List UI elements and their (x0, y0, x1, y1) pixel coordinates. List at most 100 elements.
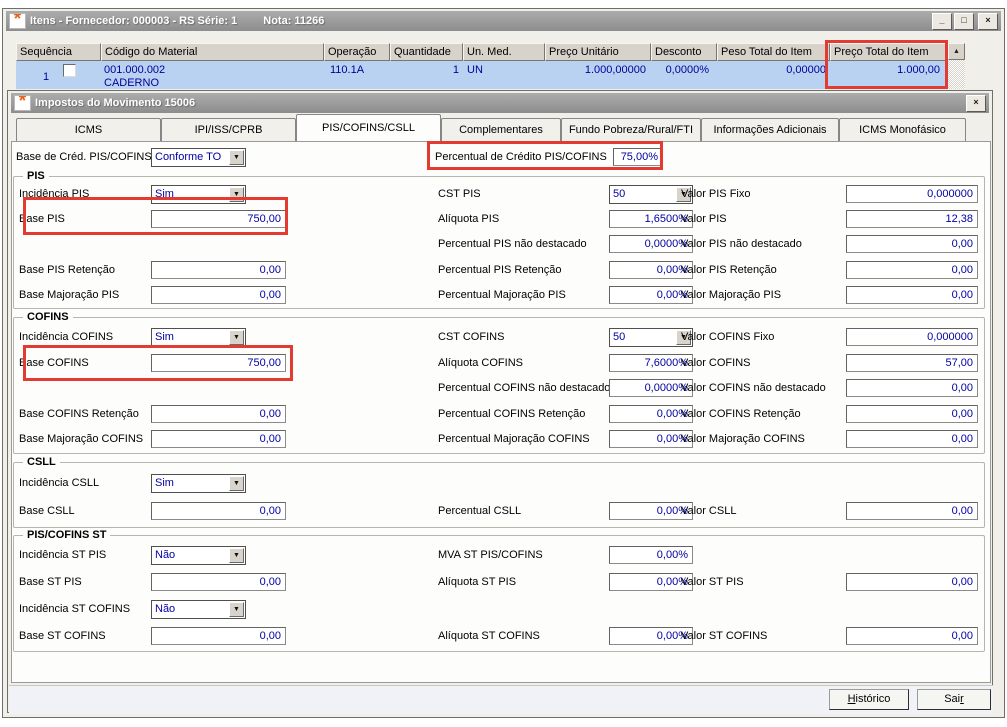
perc-cofins-retencao-field[interactable]: 0,00% (609, 405, 693, 423)
sair-button[interactable]: Sair (917, 689, 991, 710)
valor-cofins-retencao-field[interactable]: 0,00 (846, 405, 978, 423)
perc-cofins-nao-destacado-field[interactable]: 0,0000% (609, 379, 693, 397)
base-cred-combo[interactable]: Conforme TO ▼ (151, 148, 246, 167)
perc-majoracao-pis-field[interactable]: 0,00% (609, 286, 693, 304)
base-st-pis-field[interactable]: 0,00 (151, 573, 286, 591)
cst-pis-combo[interactable]: 50 ▼ (609, 185, 693, 204)
valor-st-pis-field[interactable]: 0,00 (846, 573, 978, 591)
valor-pis-retencao-field[interactable]: 0,00 (846, 261, 978, 279)
column-header-operacao[interactable]: Operação (324, 43, 390, 61)
valor-majoracao-pis-field[interactable]: 0,00 (846, 286, 978, 304)
column-header-quantidade[interactable]: Quantidade (390, 43, 463, 61)
itens-titlebar[interactable]: * Itens - Fornecedor: 000003 - RS Série:… (6, 11, 1001, 31)
tab-ipi-iss-cprb[interactable]: IPI/ISS/CPRB (161, 118, 296, 141)
valor-cofins-fixo-label: Valor COFINS Fixo (681, 331, 775, 343)
aliquota-cofins-field[interactable]: 7,6000% (609, 354, 693, 372)
tab-icms[interactable]: ICMS (16, 118, 161, 141)
base-majoracao-cofins-field[interactable]: 0,00 (151, 430, 286, 448)
valor-pis-retencao-label: Valor PIS Retenção (681, 264, 777, 276)
valor-pis-fixo-field[interactable]: 0,000000 (846, 185, 978, 203)
valor-majoracao-cofins-field[interactable]: 0,00 (846, 430, 978, 448)
highlight-box-preco-total (825, 40, 948, 89)
perc-pis-retencao-field[interactable]: 0,00% (609, 261, 693, 279)
perc-majoracao-cofins-field[interactable]: 0,00% (609, 430, 693, 448)
valor-csll-field[interactable]: 0,00 (846, 502, 978, 520)
cell-preco-unitario: 1.000,00000 (584, 64, 646, 76)
tab-fundo-pobreza[interactable]: Fundo Pobreza/Rural/FTI (561, 118, 701, 141)
tab-informacoes-adicionais[interactable]: Informações Adicionais (701, 118, 839, 141)
minimize-button[interactable]: _ (932, 12, 952, 30)
dropdown-arrow-icon[interactable]: ▼ (676, 330, 691, 345)
aliquota-pis-field[interactable]: 1,6500% (609, 210, 693, 228)
base-pis-retencao-field[interactable]: 0,00 (151, 261, 286, 279)
valor-pis-label: Valor PIS (681, 213, 727, 225)
highlight-box-base-cofins (23, 345, 293, 381)
base-pis-field[interactable]: 750,00 (151, 210, 286, 228)
column-header-un-med[interactable]: Un. Med. (463, 43, 545, 61)
aliquota-st-cofins-field[interactable]: 0,00% (609, 627, 693, 645)
column-header-codigo[interactable]: Código do Material (101, 43, 324, 61)
dropdown-arrow-icon[interactable]: ▼ (229, 476, 244, 491)
maximize-button[interactable]: □ (954, 12, 974, 30)
dropdown-arrow-icon[interactable]: ▼ (229, 602, 244, 617)
impostos-titlebar[interactable]: * Impostos do Movimento 15006 × (11, 93, 989, 113)
incidencia-csll-label: Incidência CSLL (19, 477, 100, 489)
dropdown-arrow-icon[interactable]: ▼ (229, 548, 244, 563)
valor-cofins-nao-destacado-field[interactable]: 0,00 (846, 379, 978, 397)
dropdown-arrow-icon[interactable]: ▼ (676, 187, 691, 202)
valor-csll-label: Valor CSLL (681, 505, 737, 517)
perc-credito-field[interactable]: 75,00% (613, 148, 663, 166)
aliquota-st-pis-field[interactable]: 0,00% (609, 573, 693, 591)
highlight-box-perc-credito (427, 141, 663, 170)
scrollbar-track[interactable] (948, 60, 965, 89)
row-checkbox[interactable] (63, 64, 76, 77)
aliquota-st-cofins-label: Alíquota ST COFINS (438, 630, 540, 642)
aliquota-st-pis-label: Alíquota ST PIS (438, 576, 517, 588)
scroll-up-button[interactable]: ▲ (948, 43, 965, 60)
base-csll-field[interactable]: 0,00 (151, 502, 286, 520)
cst-cofins-label: CST COFINS (438, 331, 505, 343)
cofins-group-legend: COFINS (23, 311, 73, 324)
perc-pis-nao-destacado-field[interactable]: 0,0000% (609, 235, 693, 253)
percentual-csll-field[interactable]: 0,00% (609, 502, 693, 520)
mva-st-field[interactable]: 0,00% (609, 546, 693, 564)
incidencia-csll-combo[interactable]: Sim ▼ (151, 474, 246, 493)
column-header-preco-unitario[interactable]: Preço Unitário (545, 43, 651, 61)
valor-cofins-nao-destacado-label: Valor COFINS não destacado (681, 382, 826, 394)
column-header-peso-total[interactable]: Peso Total do Item (717, 43, 830, 61)
table-row[interactable] (16, 61, 948, 89)
tab-complementares[interactable]: Complementares (441, 118, 561, 141)
cell-codigo: 001.000.002 (104, 64, 166, 76)
base-majoracao-pis-field[interactable]: 0,00 (151, 286, 286, 304)
itens-window-title-nota: Nota: 11266 (263, 15, 325, 27)
historico-button[interactable]: Histórico (829, 689, 909, 710)
valor-cofins-fixo-field[interactable]: 0,000000 (846, 328, 978, 346)
percentual-csll-label: Percentual CSLL (438, 505, 522, 517)
valor-cofins-field[interactable]: 57,00 (846, 354, 978, 372)
column-header-sequencia[interactable]: Sequência (16, 43, 101, 61)
dropdown-arrow-icon[interactable]: ▼ (229, 330, 244, 345)
base-st-cofins-field[interactable]: 0,00 (151, 627, 286, 645)
base-cred-label: Base de Créd. PIS/COFINS (16, 151, 152, 163)
tab-icms-monofasico[interactable]: ICMS Monofásico (839, 118, 966, 141)
incidencia-cofins-label: Incidência COFINS (19, 331, 114, 343)
valor-st-cofins-field[interactable]: 0,00 (846, 627, 978, 645)
perc-credito-label: Percentual de Crédito PIS/COFINS (435, 151, 607, 163)
incidencia-st-pis-combo[interactable]: Não ▼ (151, 546, 246, 565)
base-majoracao-cofins-label: Base Majoração COFINS (19, 433, 144, 445)
close-button[interactable]: × (966, 94, 986, 112)
perc-pis-nao-destacado-label: Percentual PIS não destacado (438, 238, 587, 250)
column-header-preco-total[interactable]: Preço Total do Item (830, 43, 948, 61)
tab-pis-cofins-csll[interactable]: PIS/COFINS/CSLL (296, 114, 441, 141)
valor-pis-field[interactable]: 12,38 (846, 210, 978, 228)
base-cofins-retencao-field[interactable]: 0,00 (151, 405, 286, 423)
incidencia-st-cofins-combo[interactable]: Não ▼ (151, 600, 246, 619)
close-button[interactable]: × (978, 12, 998, 30)
column-header-desconto[interactable]: Desconto (651, 43, 717, 61)
valor-pis-nao-destacado-field[interactable]: 0,00 (846, 235, 978, 253)
incidencia-st-cofins-label: Incidência ST COFINS (19, 603, 131, 615)
dropdown-arrow-icon[interactable]: ▼ (229, 150, 244, 165)
cst-cofins-combo[interactable]: 50 ▼ (609, 328, 693, 347)
base-cofins-field[interactable]: 750,00 (151, 354, 286, 372)
